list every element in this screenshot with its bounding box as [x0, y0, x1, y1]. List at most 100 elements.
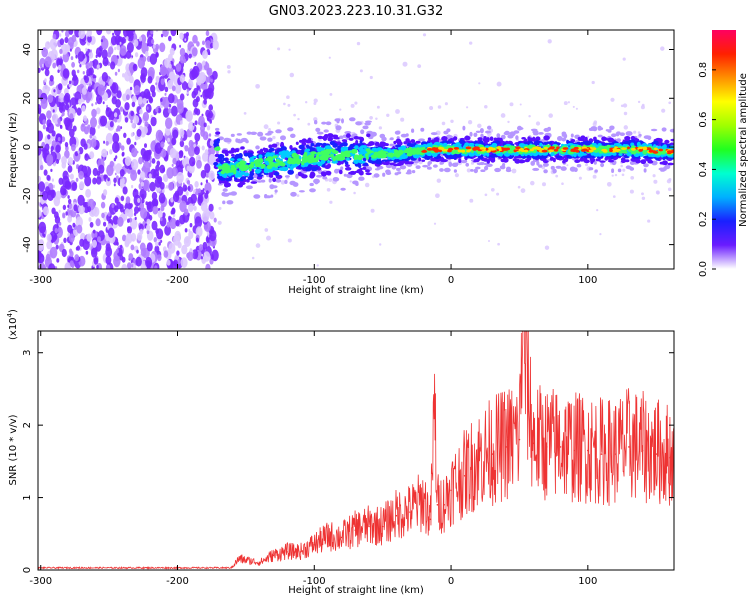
faint-speck — [596, 208, 599, 212]
ridge-hotspot — [658, 148, 663, 152]
noise-blob — [153, 169, 160, 179]
snr-point — [655, 453, 657, 455]
faint-speck — [277, 47, 281, 51]
noise-blob — [148, 149, 152, 156]
faint-speck — [272, 135, 276, 140]
noise-blob — [57, 226, 62, 233]
noise-blob — [68, 198, 72, 205]
ridge-band — [239, 177, 244, 182]
noise-blob — [61, 114, 63, 118]
ridge-halo — [389, 143, 394, 147]
faint-speck — [422, 33, 427, 37]
noise-blob — [45, 126, 50, 132]
ridge-halo — [469, 131, 473, 137]
ridge-halo — [485, 130, 491, 134]
ridge-core — [590, 152, 595, 156]
noise-blob — [194, 132, 201, 142]
faint-speck — [500, 113, 506, 118]
noise-blob — [131, 122, 136, 129]
ridge-outer — [495, 137, 503, 140]
noise-blob — [77, 51, 85, 62]
faint-speck — [622, 103, 628, 108]
ridge-hotspot — [615, 149, 619, 153]
noise-blob — [79, 181, 85, 190]
faint-speck — [328, 178, 333, 182]
faint-speck — [293, 113, 296, 117]
noise-blob — [146, 229, 150, 235]
noise-blob — [47, 86, 51, 92]
noise-blob — [142, 161, 151, 173]
ridge-peak — [218, 165, 223, 170]
noise-blob — [157, 107, 162, 114]
noise-blob — [203, 90, 206, 94]
noise-blob — [138, 156, 143, 165]
ridge-outer — [620, 160, 626, 163]
noise-blob — [145, 201, 148, 206]
ridge-hotspot — [654, 147, 658, 151]
ridge-outer — [543, 135, 550, 141]
snr-point — [258, 562, 261, 564]
heatmap-xtick-label: -100 — [303, 275, 326, 286]
noise-blob — [105, 243, 111, 252]
noise-blob — [67, 165, 73, 173]
noise-blob — [160, 148, 167, 158]
ridge-core — [287, 155, 292, 158]
noise-blob — [181, 81, 188, 91]
noise-blob — [53, 234, 58, 240]
noise-blob — [155, 107, 159, 113]
colorbar-tick-label: 0.2 — [698, 211, 709, 227]
noise-blob — [101, 49, 108, 60]
ridge-hotspot — [544, 146, 548, 150]
noise-blob — [198, 244, 204, 251]
noise-blob — [67, 202, 73, 210]
noise-blob — [204, 163, 211, 174]
noise-blob — [154, 245, 160, 253]
noise-blob — [65, 211, 69, 216]
ridge-hotspot — [581, 146, 587, 150]
faint-speck — [544, 245, 550, 250]
heatmap-ytick-label: -40 — [22, 236, 33, 252]
ridge-halo — [475, 130, 481, 133]
snr-point — [532, 442, 534, 445]
faint-speck — [496, 192, 500, 196]
noise-blob — [99, 97, 101, 101]
ridge-outer — [393, 163, 400, 167]
ridge-outer — [395, 138, 402, 144]
faint-speck — [283, 102, 286, 106]
noise-blob — [179, 93, 185, 101]
ridge-outer — [407, 161, 415, 165]
noise-blob — [69, 48, 72, 52]
figure-title: GN03.2023.223.10.31.G32 — [269, 4, 444, 19]
noise-blob — [69, 128, 75, 138]
noise-blob — [122, 186, 128, 195]
noise-blob — [88, 217, 92, 222]
ridge-peak — [324, 154, 329, 160]
ridge-outer — [272, 177, 277, 182]
noise-blob — [102, 101, 105, 105]
ridge-outer — [221, 149, 228, 154]
ridge-band — [447, 140, 452, 144]
ridge-peak — [230, 164, 236, 169]
ridge-hotspot — [631, 147, 636, 151]
noise-blob — [72, 125, 77, 132]
noise-blob — [124, 102, 130, 111]
ridge-core — [316, 147, 322, 153]
noise-blob — [87, 85, 93, 93]
noise-blob — [54, 227, 58, 234]
ridge-band — [238, 153, 243, 158]
noise-blob — [133, 31, 136, 35]
ridge-outer — [427, 137, 432, 141]
ridge-core — [345, 157, 350, 161]
ridge-band — [546, 141, 553, 144]
noise-blob — [89, 151, 95, 159]
faint-speck — [429, 106, 434, 110]
noise-blob — [192, 65, 200, 78]
noise-blob — [132, 188, 139, 199]
snr-point — [409, 511, 411, 513]
noise-blob — [165, 185, 169, 189]
noise-blob — [77, 194, 85, 206]
ridge-outer — [590, 159, 594, 165]
noise-blob — [192, 122, 195, 126]
ridge-core — [468, 152, 475, 157]
noise-blob — [139, 171, 146, 180]
